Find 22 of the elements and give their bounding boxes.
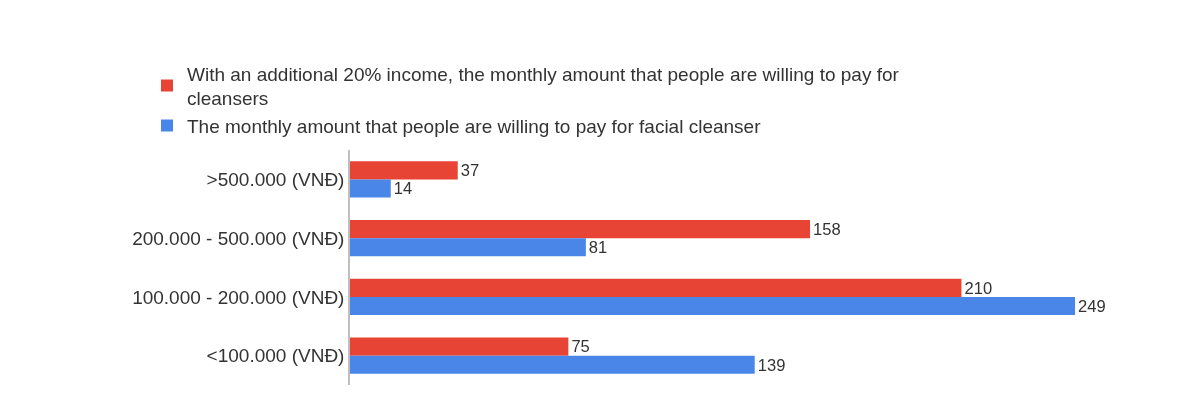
- bar: [350, 179, 391, 198]
- legend-label: With an additional 20% income, the monthly amount that people are willing to pay for cleansers: [187, 63, 900, 110]
- data-label: 210: [964, 278, 993, 298]
- data-label: 37: [460, 161, 480, 181]
- data-label: 14: [393, 179, 413, 199]
- bar: [350, 296, 1075, 316]
- data-label: 75: [571, 337, 590, 357]
- bar: [350, 337, 569, 356]
- bar: [350, 355, 755, 374]
- data-label: 81: [588, 238, 608, 258]
- y-tick-label: 100.000 - 200.000 (VNĐ): [132, 286, 345, 308]
- bar: [350, 161, 458, 180]
- y-tick-label: >500.000 (VNĐ): [206, 169, 345, 191]
- data-label: 249: [1078, 296, 1106, 316]
- data-label: 158: [813, 219, 841, 239]
- bar: [350, 219, 811, 239]
- legend-label: The monthly amount that people are willing to pay for facial cleanser: [187, 115, 762, 137]
- y-tick-label: <100.000 (VNĐ): [206, 345, 345, 367]
- y-tick-label: 200.000 - 500.000 (VNĐ): [132, 227, 345, 249]
- bar: [350, 238, 586, 257]
- data-label: 139: [757, 355, 786, 375]
- bar: [350, 278, 962, 297]
